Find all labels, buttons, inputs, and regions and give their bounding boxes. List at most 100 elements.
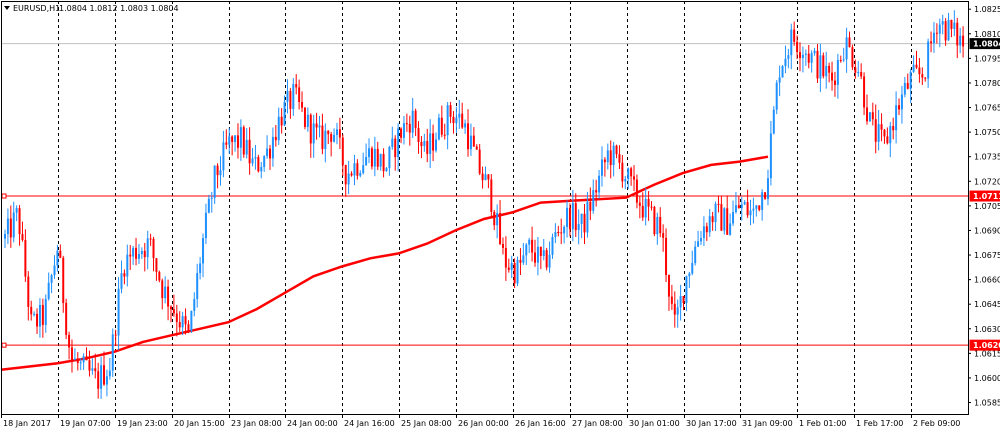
candle-body	[411, 110, 414, 133]
candle-body	[9, 218, 12, 238]
triangle-down-icon[interactable]	[4, 6, 10, 10]
y-tick-label: 1.0750	[974, 128, 1000, 137]
candle-body	[833, 80, 836, 85]
candle-body	[898, 105, 901, 110]
candle-body	[501, 244, 504, 248]
candle-body	[38, 305, 41, 327]
candle-body	[207, 198, 210, 213]
candle-body	[764, 192, 767, 199]
horizontal-line-anchor	[1, 193, 7, 199]
candle-body	[376, 148, 379, 167]
candle-body	[877, 124, 880, 142]
candle-body	[944, 21, 947, 41]
candle-body	[813, 50, 816, 54]
candle-body	[423, 141, 426, 147]
candle-body	[56, 250, 59, 266]
candle-body	[257, 157, 260, 172]
candle-body	[510, 263, 513, 270]
candle-body	[164, 286, 167, 299]
candle-body	[149, 238, 152, 240]
x-tick-label: 26 Jan 00:00	[458, 419, 509, 428]
candle-body	[507, 267, 510, 270]
candle-body	[219, 170, 222, 176]
candle-body	[341, 137, 344, 166]
y-tick-label: 1.0585	[974, 399, 1000, 408]
candle-body	[842, 59, 845, 61]
candle-body	[111, 334, 114, 371]
candle-body	[865, 107, 868, 122]
candle-body	[836, 60, 839, 85]
candle-body	[187, 324, 190, 332]
candle-body	[647, 198, 650, 207]
candle-body	[405, 123, 408, 125]
candle-body	[787, 55, 790, 59]
x-tick-label: 19 Jan 07:00	[60, 419, 111, 428]
candle-body	[82, 356, 85, 363]
candle-body	[528, 239, 531, 245]
candle-body	[633, 176, 636, 180]
candle-body	[871, 112, 874, 120]
candle-body	[563, 226, 566, 234]
candle-body	[175, 313, 178, 323]
x-tick-label: 18 Jan 2017	[3, 419, 51, 428]
candle-body	[18, 208, 21, 235]
candle-body	[234, 135, 237, 142]
candle-body	[266, 148, 269, 157]
candle-body	[796, 41, 799, 53]
candle-body	[298, 87, 301, 103]
candle-body	[24, 240, 27, 277]
candle-body	[123, 273, 126, 277]
candle-body	[726, 208, 729, 235]
candle-body	[536, 246, 539, 263]
candle-body	[126, 254, 129, 277]
y-tick-label: 1.0735	[974, 153, 1000, 162]
candle-body	[930, 41, 933, 44]
candle-body	[691, 263, 694, 274]
candle-body	[452, 116, 455, 124]
candle-body	[79, 362, 82, 364]
candle-body	[44, 298, 47, 325]
candle-body	[635, 179, 638, 203]
candle-body	[769, 133, 772, 179]
candle-body	[91, 368, 94, 371]
candle-body	[860, 72, 863, 77]
x-tick-label: 26 Jan 16:00	[515, 419, 566, 428]
y-tick-label: 1.0705	[974, 202, 1000, 211]
candle-body	[353, 163, 356, 176]
candle-body	[301, 102, 304, 108]
x-tick-label: 30 Jan 17:00	[686, 419, 737, 428]
candle-body	[804, 53, 807, 55]
current-price-marker-box	[969, 38, 1000, 50]
candle-body	[277, 116, 280, 141]
chart-header: EURUSD,H1 1.0804 1.0812 1.0803 1.0804	[4, 4, 179, 13]
candle-body	[204, 212, 207, 239]
candle-body	[825, 65, 828, 77]
candle-body	[394, 138, 397, 158]
candle-body	[105, 376, 108, 385]
candle-body	[848, 37, 851, 48]
candle-body	[365, 157, 368, 166]
candle-body	[699, 238, 702, 242]
candle-body	[248, 139, 251, 164]
candle-body	[705, 226, 708, 233]
candle-body	[903, 82, 906, 95]
candle-body	[889, 126, 892, 144]
candle-body	[47, 282, 50, 299]
candle-body	[522, 255, 525, 263]
y-tick-label: 1.0765	[974, 104, 1000, 113]
candle-body	[650, 206, 653, 208]
candle-body	[630, 168, 633, 177]
candle-body	[437, 117, 440, 140]
candle-body	[286, 90, 289, 102]
candle-body	[912, 64, 915, 72]
x-tick-label: 24 Jan 16:00	[344, 419, 395, 428]
candle-body	[88, 360, 91, 371]
plot-frame	[1, 1, 969, 415]
candle-body	[621, 162, 624, 182]
candle-body	[172, 309, 175, 314]
candle-body	[534, 252, 537, 263]
candle-body	[114, 334, 117, 336]
